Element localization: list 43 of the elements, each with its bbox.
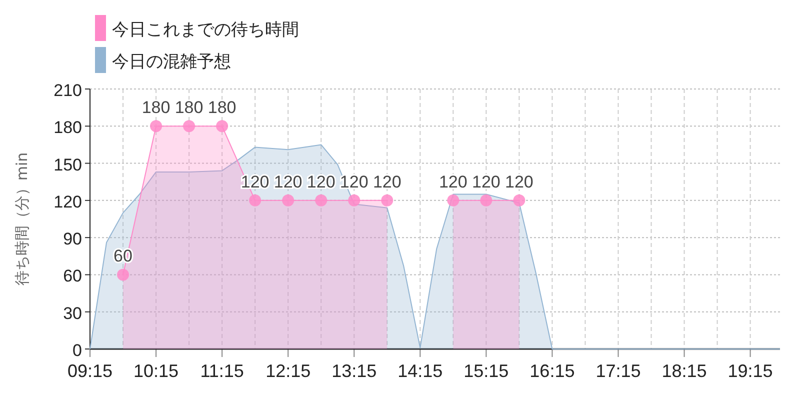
y-axis-title: 待ち時間（分）min — [13, 152, 31, 286]
point — [513, 194, 526, 206]
point — [150, 120, 162, 132]
data-label: 120 — [372, 172, 402, 192]
y-tick-label: 0 — [72, 341, 82, 360]
x-tick-label: 13:15 — [332, 361, 377, 381]
legend-label: 今日の混雑予想 — [112, 52, 231, 72]
data-label: 180 — [208, 98, 236, 118]
legend-label: 今日これまでの待ち時間 — [112, 20, 299, 40]
y-tick-label: 180 — [54, 118, 82, 138]
point — [315, 194, 328, 206]
x-tick-label: 11:15 — [200, 361, 244, 381]
x-tick-label: 16:15 — [530, 361, 575, 381]
x-tick-label: 10:15 — [134, 361, 179, 381]
point — [249, 194, 262, 206]
x-tick-label: 09:15 — [67, 361, 113, 381]
x-tick-label: 18:15 — [662, 361, 707, 381]
point — [282, 194, 294, 206]
point — [348, 194, 360, 206]
x-tick-label: 19:15 — [728, 361, 773, 381]
point — [183, 120, 196, 132]
point — [447, 194, 460, 206]
x-tick-label: 15:15 — [464, 361, 509, 381]
point — [480, 194, 492, 206]
x-tick-label: 14:15 — [398, 361, 443, 381]
data-label: 120 — [438, 172, 468, 192]
data-label: 120 — [472, 172, 500, 192]
point — [381, 194, 394, 206]
point — [117, 268, 130, 281]
data-label: 180 — [142, 98, 170, 118]
y-tick-label: 90 — [63, 230, 82, 249]
y-tick-label: 210 — [54, 81, 82, 100]
data-label: 120 — [306, 172, 336, 192]
x-tick-label: 17:15 — [596, 361, 641, 381]
data-label: 120 — [274, 172, 302, 192]
y-tick-label: 150 — [54, 155, 82, 174]
x-tick-label: 12:15 — [266, 361, 311, 381]
y-tick-label: 30 — [63, 304, 82, 323]
data-label: 180 — [174, 98, 204, 118]
point — [216, 120, 228, 132]
y-tick-label: 60 — [63, 266, 82, 286]
y-tick-label: 120 — [54, 192, 82, 212]
data-label: 120 — [505, 172, 534, 192]
